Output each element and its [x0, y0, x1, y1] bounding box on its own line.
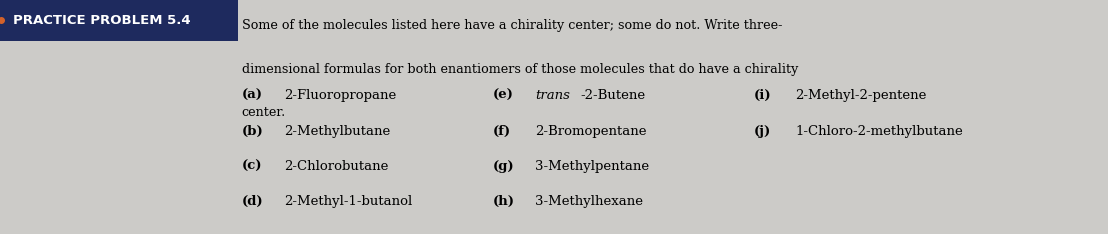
Text: (c): (c) [242, 160, 263, 173]
FancyBboxPatch shape [0, 0, 238, 41]
Text: (d): (d) [242, 195, 264, 208]
Text: (g): (g) [493, 160, 515, 173]
Text: 2-Chlorobutane: 2-Chlorobutane [284, 160, 388, 173]
Text: dimensional formulas for both enantiomers of those molecules that do have a chir: dimensional formulas for both enantiomer… [242, 63, 798, 76]
Text: (i): (i) [753, 89, 771, 102]
Text: (e): (e) [493, 89, 514, 102]
Text: trans: trans [535, 89, 570, 102]
Text: (a): (a) [242, 89, 263, 102]
Text: 2-Methylbutane: 2-Methylbutane [284, 124, 390, 138]
Text: (h): (h) [493, 195, 515, 208]
Text: (j): (j) [753, 124, 771, 138]
Text: 3-Methylpentane: 3-Methylpentane [535, 160, 649, 173]
Text: 3-Methylhexane: 3-Methylhexane [535, 195, 643, 208]
Text: (b): (b) [242, 124, 264, 138]
Text: -2-Butene: -2-Butene [581, 89, 645, 102]
Text: 2-Fluoropropane: 2-Fluoropropane [284, 89, 396, 102]
Text: Some of the molecules listed here have a chirality center; some do not. Write th: Some of the molecules listed here have a… [242, 19, 782, 32]
Text: 1-Chloro-2-methylbutane: 1-Chloro-2-methylbutane [796, 124, 963, 138]
Text: center.: center. [242, 106, 286, 120]
Text: 2-Methyl-1-butanol: 2-Methyl-1-butanol [284, 195, 412, 208]
Text: (f): (f) [493, 124, 511, 138]
Text: 2-Bromopentane: 2-Bromopentane [535, 124, 647, 138]
Text: 2-Methyl-2-pentene: 2-Methyl-2-pentene [796, 89, 927, 102]
Text: PRACTICE PROBLEM 5.4: PRACTICE PROBLEM 5.4 [13, 14, 191, 27]
